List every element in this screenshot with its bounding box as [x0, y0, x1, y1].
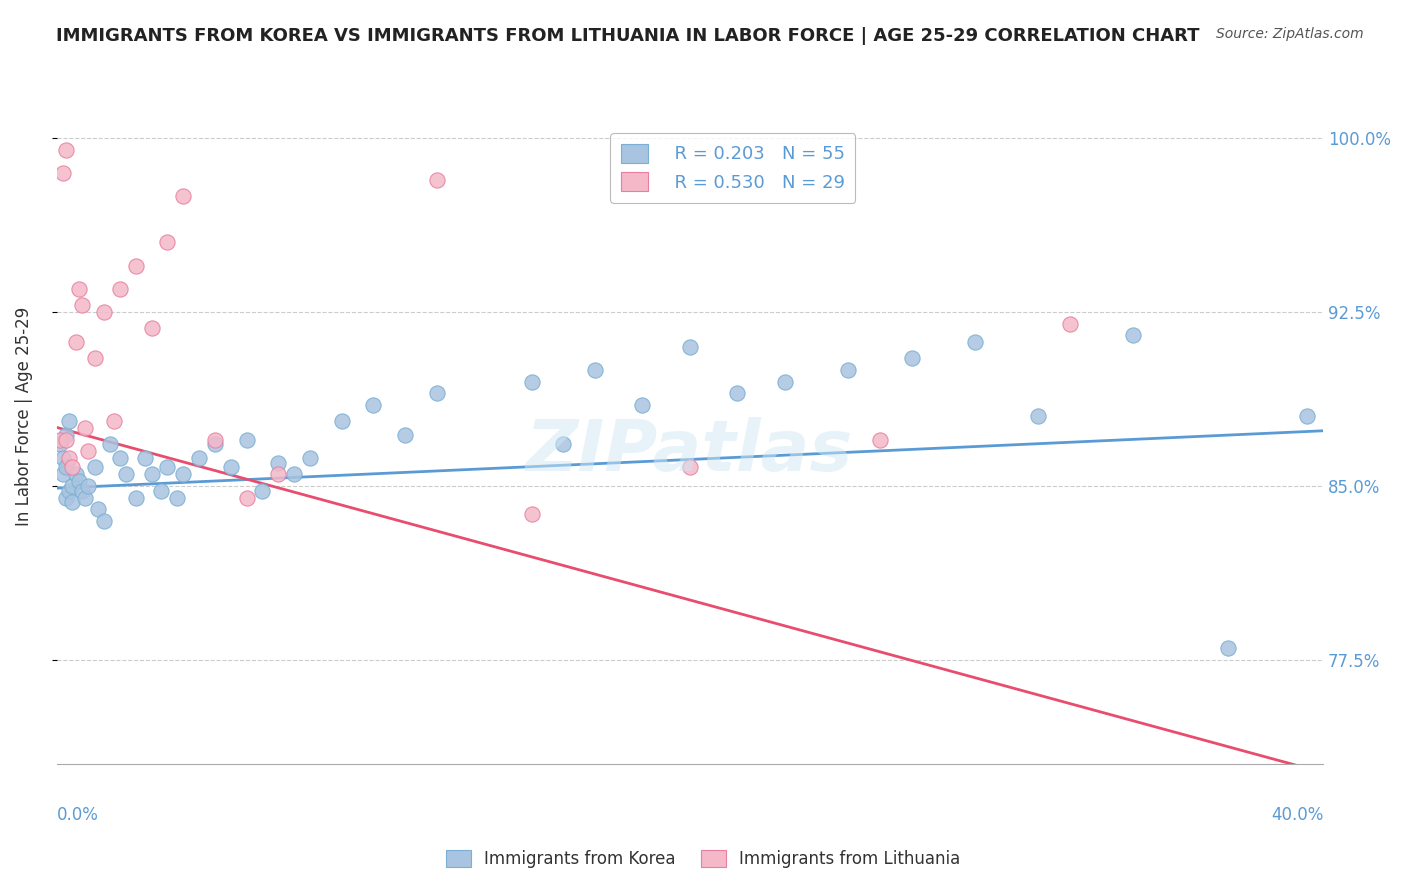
Point [58, 483, 80, 498]
Point [235, 491, 257, 505]
Point [55, 433, 77, 447]
Point [583, 363, 606, 377]
Text: 0.0%: 0.0% [56, 806, 98, 824]
Point [520, 375, 543, 389]
Point [188, 451, 211, 466]
Point [55, 460, 77, 475]
Point [298, 451, 321, 466]
Point [267, 467, 290, 482]
Point [58, 414, 80, 428]
Point [166, 491, 188, 505]
Point [725, 386, 748, 401]
Point [67, 475, 90, 489]
Point [963, 335, 986, 350]
Point [62, 479, 84, 493]
Legend:   R = 0.203   N = 55,   R = 0.530   N = 29: R = 0.203 N = 55, R = 0.530 N = 29 [610, 133, 855, 202]
Point [1122, 328, 1144, 343]
Point [426, 386, 449, 401]
Text: IMMIGRANTS FROM KOREA VS IMMIGRANTS FROM LITHUANIA IN LABOR FORCE | AGE 25-29 CO: IMMIGRANTS FROM KOREA VS IMMIGRANTS FROM… [56, 27, 1199, 45]
Point [156, 235, 179, 250]
Point [553, 437, 575, 451]
Point [394, 428, 416, 442]
Point [283, 467, 305, 482]
Point [115, 467, 138, 482]
Point [103, 414, 125, 428]
Point [100, 437, 122, 451]
Point [869, 433, 891, 447]
Point [93, 514, 115, 528]
Point [1296, 409, 1319, 424]
Point [267, 456, 290, 470]
Point [70, 298, 93, 312]
Point [252, 483, 274, 498]
Point [141, 321, 163, 335]
Point [87, 502, 110, 516]
Point [125, 491, 148, 505]
Text: Source: ZipAtlas.com: Source: ZipAtlas.com [1216, 27, 1364, 41]
Point [52, 166, 75, 180]
Point [773, 375, 796, 389]
Point [631, 398, 654, 412]
Point [75, 491, 97, 505]
Point [55, 428, 77, 442]
Point [204, 437, 226, 451]
Point [1026, 409, 1049, 424]
Point [1059, 317, 1081, 331]
Y-axis label: In Labor Force | Age 25-29: In Labor Force | Age 25-29 [15, 307, 32, 526]
Point [134, 451, 156, 466]
Point [65, 467, 87, 482]
Point [83, 351, 105, 366]
Point [172, 467, 194, 482]
Point [67, 282, 90, 296]
Point [55, 143, 77, 157]
Point [75, 421, 97, 435]
Point [83, 460, 105, 475]
Point [141, 467, 163, 482]
Point [62, 460, 84, 475]
Point [52, 451, 75, 466]
Point [70, 483, 93, 498]
Point [150, 483, 173, 498]
Point [77, 479, 100, 493]
Point [172, 189, 194, 203]
Point [93, 305, 115, 319]
Point [330, 414, 353, 428]
Text: ZIPatlas: ZIPatlas [526, 417, 853, 485]
Point [62, 495, 84, 509]
Point [125, 259, 148, 273]
Point [837, 363, 859, 377]
Text: 40.0%: 40.0% [1271, 806, 1323, 824]
Legend: Immigrants from Korea, Immigrants from Lithuania: Immigrants from Korea, Immigrants from L… [439, 843, 967, 875]
Point [108, 282, 131, 296]
Point [58, 451, 80, 466]
Point [426, 173, 449, 187]
Point [219, 460, 242, 475]
Point [108, 451, 131, 466]
Point [679, 460, 702, 475]
Point [520, 507, 543, 521]
Point [204, 433, 226, 447]
Point [65, 335, 87, 350]
Point [55, 491, 77, 505]
Point [52, 467, 75, 482]
Point [361, 398, 384, 412]
Point [77, 444, 100, 458]
Point [1218, 641, 1240, 656]
Point [235, 433, 257, 447]
Point [900, 351, 922, 366]
Point [156, 460, 179, 475]
Point [49, 433, 72, 447]
Point [679, 340, 702, 354]
Point [49, 437, 72, 451]
